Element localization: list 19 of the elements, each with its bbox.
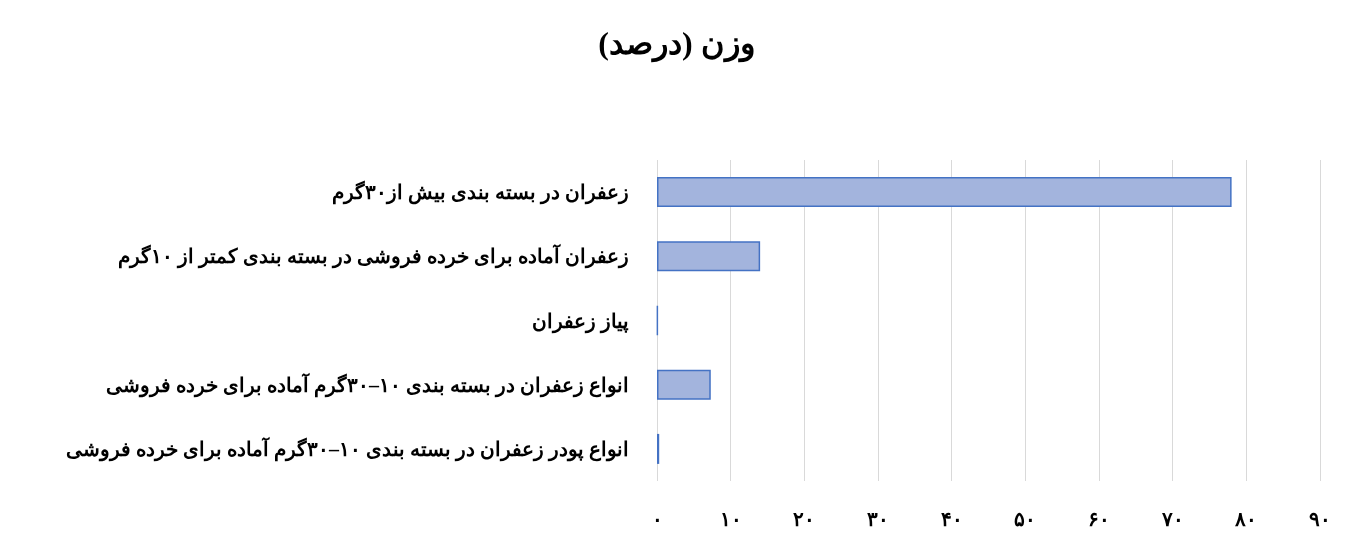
- x-tick-label: ۴۰: [940, 508, 963, 530]
- y-tick-label: انواع پودر زعفران در بسته بندی ۱۰–۳۰گرم آماده برای خرده فروشی: [66, 435, 629, 462]
- x-tick-label: ۹۰: [1309, 508, 1331, 530]
- y-tick-label: زعفران آماده برای خرده فروشی در بسته بندی کمتر از ۱۰گرم: [118, 243, 629, 270]
- x-tick-label: ۶۰: [1088, 508, 1110, 530]
- x-tick-label: ۲۰: [793, 508, 816, 530]
- x-tick-label: ۷۰: [1160, 508, 1184, 530]
- x-tick-label: ۳۰: [867, 508, 889, 530]
- bar: [657, 369, 711, 400]
- bar: [657, 241, 761, 272]
- x-tick-label: ۰: [651, 508, 663, 530]
- chart-title: وزن (درصد): [598, 25, 755, 63]
- x-tick-label: ۵۰: [1014, 508, 1037, 530]
- y-tick-label: زعفران در بسته بندی بیش از۳۰گرم: [332, 180, 629, 206]
- y-tick-label: پیاز زعفران: [532, 309, 629, 334]
- x-tick-label: ۸۰: [1234, 508, 1258, 530]
- x-tick-label: ۱۰: [719, 508, 742, 530]
- bar: [657, 177, 1232, 208]
- y-tick-label: انواع زعفران در بسته بندی ۱۰–۳۰گرم آماده برای خرده فروشی: [106, 371, 629, 398]
